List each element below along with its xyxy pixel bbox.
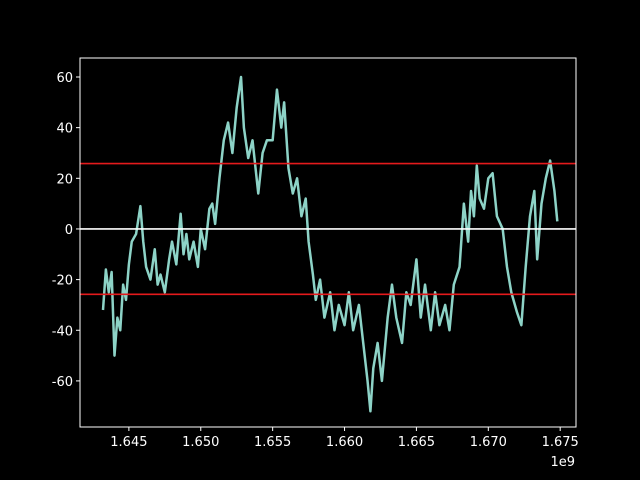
plot-frame (79, 57, 577, 428)
y-tick-label: -60 (52, 375, 73, 390)
x-tick-label: 1.665 (398, 435, 435, 450)
x-tick-label: 1.650 (182, 435, 219, 450)
y-tick-label: -20 (52, 274, 73, 289)
y-tick-label: 20 (56, 172, 73, 187)
x-tick-label: 1.670 (470, 435, 507, 450)
y-tick-label: 0 (65, 223, 73, 238)
y-tick-label: 40 (56, 122, 73, 137)
x-offset-label: 1e9 (550, 455, 575, 470)
x-tick-label: 1.655 (254, 435, 291, 450)
line-series (101, 75, 559, 413)
x-tick-label: 1.645 (110, 435, 147, 450)
x-tick-label: 1.660 (326, 435, 363, 450)
y-tick-label: -40 (52, 324, 73, 339)
y-tick-label: 60 (56, 71, 73, 86)
x-tick-label: 1.675 (542, 435, 579, 450)
